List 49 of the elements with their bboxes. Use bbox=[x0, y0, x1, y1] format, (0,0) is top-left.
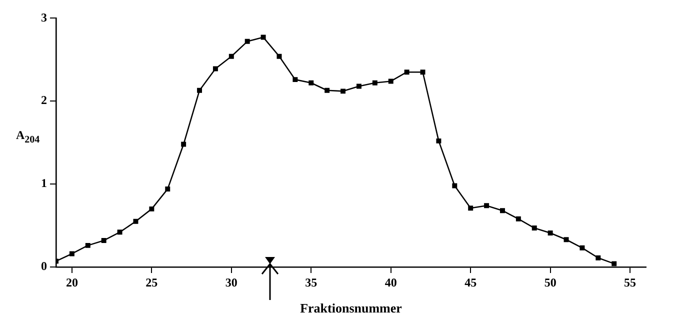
point bbox=[181, 142, 186, 147]
x-tick-label: 40 bbox=[384, 275, 397, 290]
x-tick-label: 20 bbox=[66, 275, 78, 290]
point bbox=[564, 237, 569, 242]
point bbox=[101, 238, 106, 243]
point bbox=[420, 70, 426, 75]
point bbox=[580, 245, 585, 250]
point bbox=[197, 88, 202, 93]
y-tick-label: 0 bbox=[41, 259, 47, 274]
x-tick-label: 35 bbox=[305, 275, 318, 290]
point bbox=[548, 230, 553, 236]
y-tick-label: 2 bbox=[41, 93, 47, 108]
point bbox=[436, 138, 442, 144]
y-axis-title: A$_{204}$ bbox=[16, 128, 40, 146]
point bbox=[388, 78, 394, 84]
point bbox=[212, 66, 218, 72]
point bbox=[532, 226, 537, 231]
point bbox=[452, 183, 458, 188]
point bbox=[308, 80, 314, 86]
point bbox=[276, 54, 282, 59]
point bbox=[133, 218, 138, 224]
point bbox=[292, 77, 298, 82]
point bbox=[612, 261, 617, 266]
point bbox=[404, 70, 410, 75]
point bbox=[165, 186, 170, 192]
point bbox=[260, 34, 266, 40]
x-tick-label: 50 bbox=[544, 275, 556, 290]
x-tick-label: 25 bbox=[146, 275, 158, 290]
x-tick-label: 55 bbox=[624, 275, 636, 290]
point bbox=[324, 88, 330, 93]
point bbox=[372, 80, 378, 86]
point bbox=[484, 203, 490, 208]
y-tick-label: 1 bbox=[41, 176, 47, 190]
point bbox=[468, 206, 474, 211]
y-tick-label: 3 bbox=[41, 10, 47, 24]
point bbox=[69, 251, 74, 256]
x-tick-label: 45 bbox=[464, 275, 477, 290]
point bbox=[500, 208, 505, 214]
point bbox=[596, 255, 601, 260]
point bbox=[244, 38, 250, 44]
point bbox=[340, 88, 346, 94]
point bbox=[149, 206, 154, 212]
point bbox=[85, 242, 90, 248]
point bbox=[516, 216, 521, 222]
x-axis-title: Fraktionsnummer bbox=[300, 300, 402, 316]
point bbox=[356, 84, 362, 89]
point bbox=[228, 54, 234, 59]
x-tick-label: 30 bbox=[225, 275, 238, 290]
point bbox=[117, 230, 122, 235]
